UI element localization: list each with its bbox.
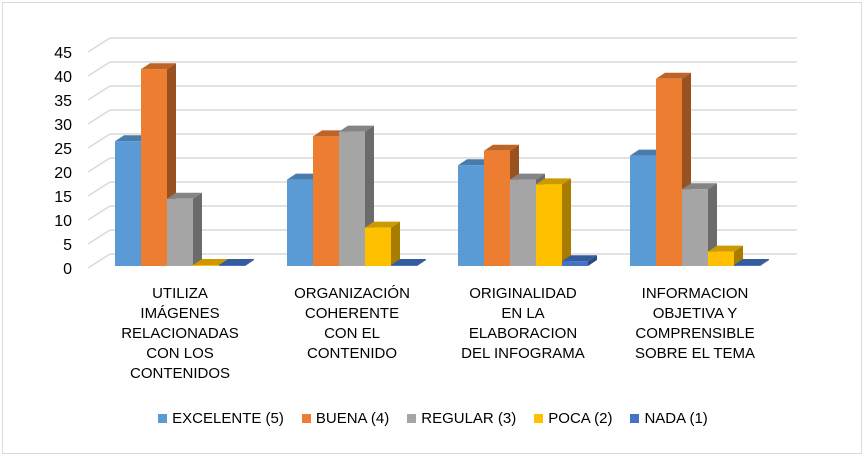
legend-item: NADA (1) xyxy=(630,410,708,427)
legend: EXCELENTE (5) BUENA (4) REGULAR (3) POCA (2… xyxy=(0,410,866,427)
y-tick-label: 35 xyxy=(54,93,72,110)
legend-item: POCA (2) xyxy=(534,410,612,427)
category-label: INFORMACION OBJETIVA Y COMPRENSIBLE SOBRE E… xyxy=(615,284,775,364)
gridline-diag xyxy=(87,61,111,77)
category-label-line: COHERENTE xyxy=(304,305,400,322)
bar xyxy=(167,192,202,266)
category-label-line: DEL INFOGRAMA xyxy=(461,345,585,362)
category-label-line: ORIGINALIDAD xyxy=(469,285,577,302)
gridline-diag xyxy=(87,37,111,53)
category-label-line: COMPRENSIBLE xyxy=(635,325,755,342)
y-tick-label: 25 xyxy=(54,141,72,158)
gridline-diag xyxy=(87,181,111,197)
legend-item: EXCELENTE (5) xyxy=(158,410,284,427)
bar xyxy=(141,63,176,267)
category-label-line: ORGANIZACIÓN xyxy=(294,285,410,302)
category-label-line: UTILIZA xyxy=(152,285,208,302)
legend-label: EXCELENTE (5) xyxy=(172,410,284,427)
y-tick-label: 40 xyxy=(54,69,72,86)
bar xyxy=(219,259,254,266)
legend-label: POCA (2) xyxy=(548,410,613,427)
y-tick-label: 10 xyxy=(54,213,72,230)
category-label-line: IMÁGENES xyxy=(140,305,220,322)
category-label-line: RELACIONADAS xyxy=(121,325,239,342)
category-label-line: ELABORACION xyxy=(468,325,578,342)
y-tick-label: 15 xyxy=(54,189,72,206)
legend-label: NADA (1) xyxy=(644,410,708,427)
bar xyxy=(365,221,400,266)
bar xyxy=(682,183,717,266)
legend-label: BUENA (4) xyxy=(315,410,390,427)
category-label-line: CON EL xyxy=(324,325,380,342)
legend-swatch xyxy=(407,414,417,423)
legend-swatch xyxy=(630,414,640,423)
category-label: ORIGINALIDAD EN LA ELABORACION DEL INFOGRAM… xyxy=(443,284,603,364)
gridline-diag xyxy=(87,133,111,149)
y-tick-label: 20 xyxy=(54,165,72,182)
category-label-line: CONTENIDO xyxy=(307,345,397,362)
category-label-line: EN LA xyxy=(501,305,545,322)
category-label: UTILIZA IMÁGENES RELACIONADAS CON LOS CONTEN… xyxy=(100,284,260,384)
legend-swatch xyxy=(534,414,544,423)
legend-label: REGULAR (3) xyxy=(421,410,517,427)
gridline-diag xyxy=(87,253,111,269)
bar xyxy=(536,178,571,266)
category-label-line: SOBRE EL TEMA xyxy=(634,345,756,362)
legend-item: REGULAR (3) xyxy=(407,410,516,427)
category-label-line: CON LOS xyxy=(146,345,214,362)
y-tick-label: 0 xyxy=(63,261,72,278)
bar xyxy=(734,259,769,266)
category-label-line: CONTENIDOS xyxy=(129,365,230,382)
gridline-diag xyxy=(87,85,111,101)
plot-area: 0 5 10 15 20 25 30 35 40 45 xyxy=(54,37,797,278)
gridline-diag xyxy=(87,205,111,221)
y-tick-label: 45 xyxy=(54,45,72,62)
category-label-line: INFORMACION xyxy=(641,285,749,302)
gridline-diag xyxy=(87,109,111,125)
category-label-line: OBJETIVA Y xyxy=(652,305,738,322)
legend-swatch xyxy=(301,414,311,423)
bar xyxy=(391,259,426,266)
gridline-diag xyxy=(87,229,111,245)
y-tick-label: 30 xyxy=(54,117,72,134)
bar xyxy=(562,255,597,266)
legend-item: BUENA (4) xyxy=(301,410,390,427)
gridline-diag xyxy=(87,157,111,173)
category-label: ORGANIZACIÓN COHERENTE CON EL CONTENIDO xyxy=(272,284,432,364)
y-tick-label: 5 xyxy=(63,237,72,254)
legend-swatch xyxy=(158,414,168,423)
